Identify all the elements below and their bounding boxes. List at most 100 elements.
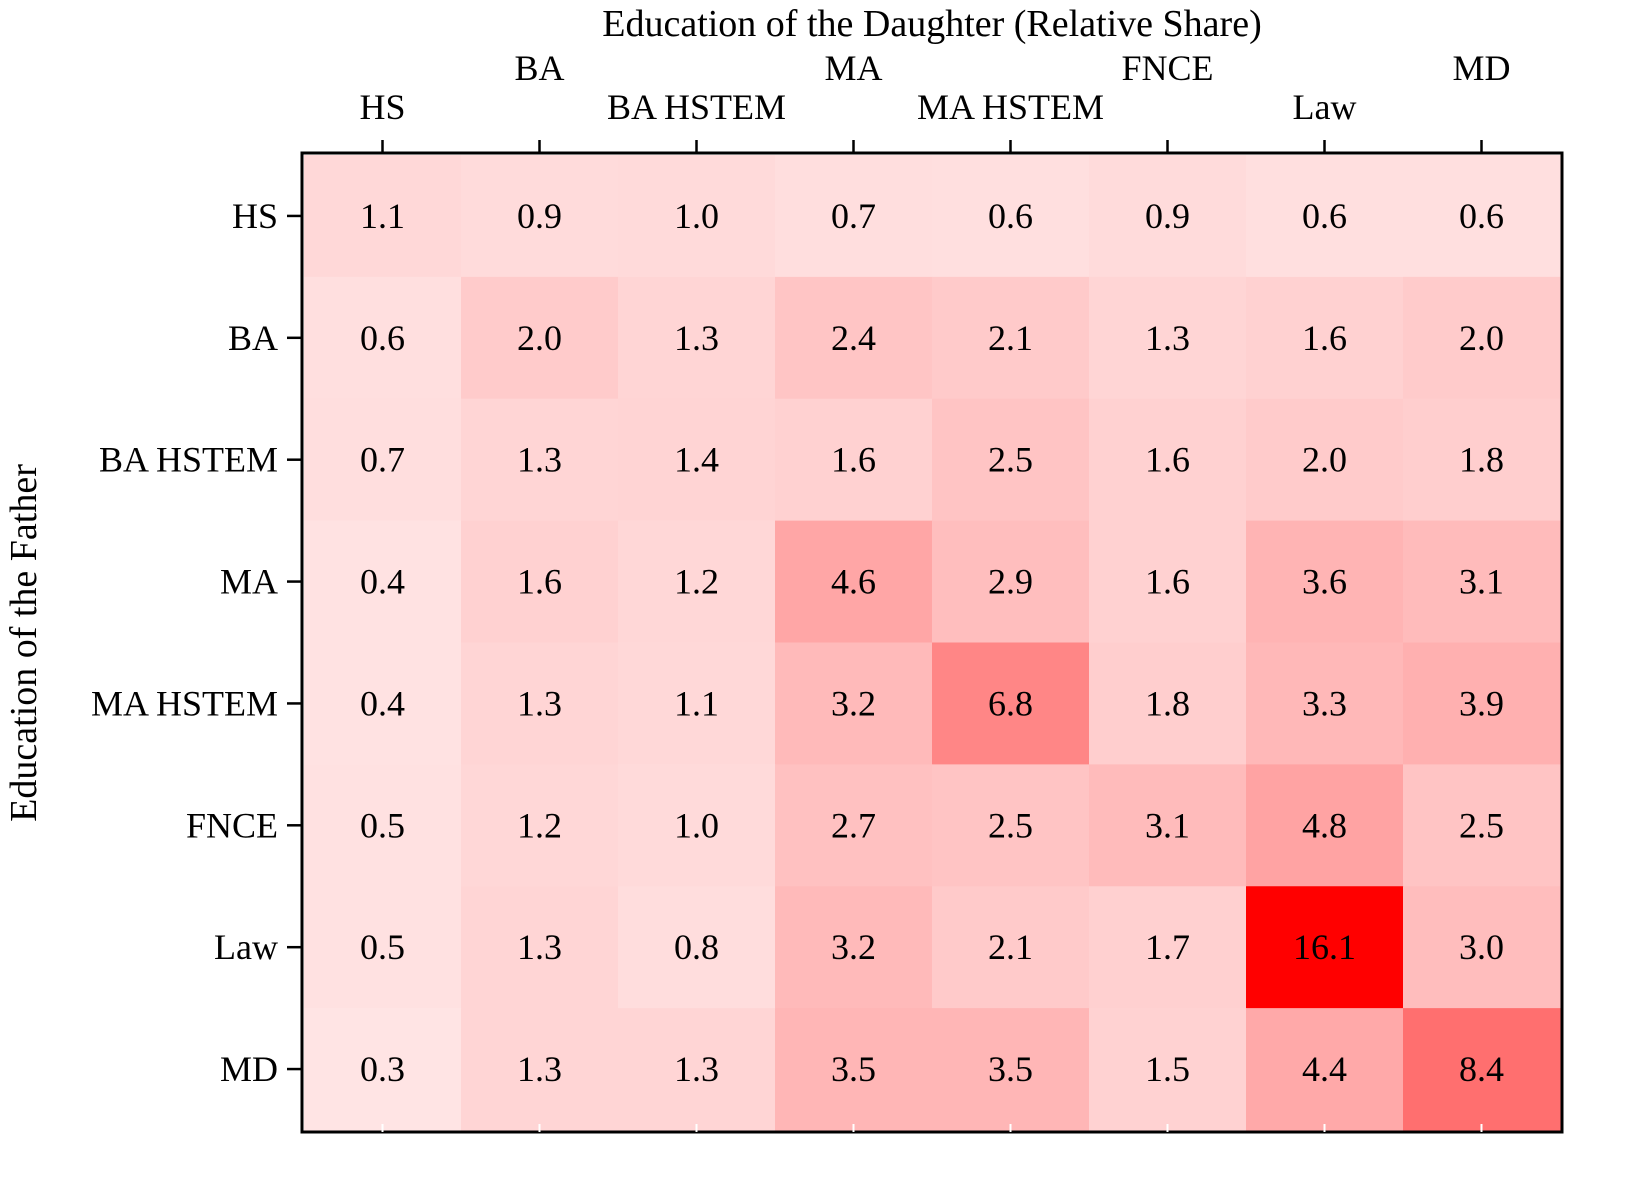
heatmap-cell [1403,520,1561,643]
heatmap-cell [1246,642,1404,765]
y-tick-label: Law [214,927,278,967]
cell-value-label: 2.1 [988,927,1033,967]
cell-value-label: 0.3 [360,1049,405,1089]
cell-value-label: 0.6 [1459,196,1504,236]
heatmap-cell [1089,764,1247,887]
heatmap-cell [775,886,933,1009]
cell-value-label: 1.3 [674,318,719,358]
cell-value-label: 3.6 [1302,562,1347,602]
cell-labels: 1.1 0.9 1.0 0.7 0.6 0.9 0.6 0.6 0.6 2.0 1.3 2.4 2.1 1… [360,196,1504,1089]
cell-value-label: 0.4 [360,683,405,723]
cell-value-label: 1.0 [674,805,719,845]
heatmap-cell [1403,764,1561,887]
heatmap-cell [1246,155,1404,278]
heatmap-cell [304,276,462,400]
x-tick-label: BA HSTEM [607,87,786,127]
cell-value-label: 1.8 [1145,683,1190,723]
cell-value-label: 1.6 [517,562,562,602]
cell-value-label: 3.5 [831,1049,876,1089]
cell-value-label: 1.7 [1145,927,1190,967]
heatmap-cell [932,276,1090,400]
cell-value-label: 1.3 [674,1049,719,1089]
cell-value-label: 4.8 [1302,805,1347,845]
heatmap-cell [461,1008,619,1131]
heatmap-cell [932,155,1090,278]
cell-value-label: 6.8 [988,683,1033,723]
heatmap-cell [461,155,619,278]
cell-value-label: 0.6 [360,318,405,358]
cell-value-label: 1.5 [1145,1049,1190,1089]
cell-value-label: 0.6 [1302,196,1347,236]
heatmap-cell [304,642,462,765]
x-axis: HS BA BA HSTEM MA MA HSTEM FNCE Law MD [359,48,1511,1132]
heatmap-cell [618,398,776,522]
heatmap-cell [1403,1008,1561,1131]
heatmap-cell [304,764,462,887]
heatmap-cell [932,1008,1090,1131]
cell-value-label: 1.1 [360,196,405,236]
plot-frame [300,151,1564,1134]
cell-value-label: 8.4 [1459,1049,1504,1089]
heatmap-cell [304,1008,462,1131]
chart-title: Education of the Daughter (Relative Shar… [602,3,1261,45]
heatmap-cell [932,398,1090,522]
cell-value-label: 3.5 [988,1049,1033,1089]
y-tick-label: FNCE [186,805,278,845]
cell-value-label: 2.4 [831,318,876,358]
cell-value-label: 1.3 [517,440,562,480]
cell-value-label: 2.5 [1459,805,1504,845]
cell-value-label: 0.7 [360,440,405,480]
heatmap-cell [461,520,619,643]
heatmap-cell [461,276,619,400]
y-tick-label: MA HSTEM [91,683,278,723]
heatmap-cell [1403,155,1561,278]
heatmap-cell [461,642,619,765]
heatmap-cell [775,1008,933,1131]
cell-value-label: 2.0 [1459,318,1504,358]
cell-value-label: 1.3 [517,1049,562,1089]
heatmap-cell [932,520,1090,643]
heatmap-cell [775,155,933,278]
cell-value-label: 2.0 [1302,440,1347,480]
heatmap-cell [461,886,619,1009]
cell-value-label: 2.7 [831,805,876,845]
heatmap-cell [618,276,776,400]
heatmap-cell [618,155,776,278]
heatmap-cell [932,642,1090,765]
heatmap-cell [1403,886,1561,1009]
heatmap-cell [1089,155,1247,278]
cell-value-label: 1.8 [1459,440,1504,480]
cell-value-label: 3.1 [1459,562,1504,602]
heatmap-cell [1089,520,1247,643]
cell-value-label: 2.9 [988,562,1033,602]
cell-value-label: 1.3 [517,683,562,723]
heatmap-cell [461,398,619,522]
x-tick-label: MA HSTEM [917,87,1104,127]
heatmap-cell [775,520,933,643]
cell-value-label: 1.6 [1145,440,1190,480]
cell-value-label: 2.5 [988,440,1033,480]
heatmap-cell [618,520,776,643]
y-tick-label: MA [220,562,278,602]
cell-value-label: 2.1 [988,318,1033,358]
heatmap-cell [1089,642,1247,765]
heatmap-cell [618,886,776,1009]
cell-value-label: 3.3 [1302,683,1347,723]
cell-value-label: 1.3 [517,927,562,967]
heatmap-cell [1089,1008,1247,1131]
heatmap-cell [775,276,933,400]
cell-value-label: 3.1 [1145,805,1190,845]
x-tick-label: HS [359,87,405,127]
heatmap-cell [932,886,1090,1009]
heatmap-cell [1246,764,1404,887]
heatmap-cell [618,764,776,887]
x-tick-label: MA [824,48,882,88]
cell-value-label: 1.6 [1302,318,1347,358]
cell-value-label: 2.5 [988,805,1033,845]
cell-value-label: 0.9 [517,196,562,236]
heatmap-cell [1246,1008,1404,1131]
y-tick-label: HS [232,196,278,236]
cell-value-label: 1.1 [674,683,719,723]
heatmap-cell [775,398,933,522]
heatmap-cell [1403,398,1561,522]
